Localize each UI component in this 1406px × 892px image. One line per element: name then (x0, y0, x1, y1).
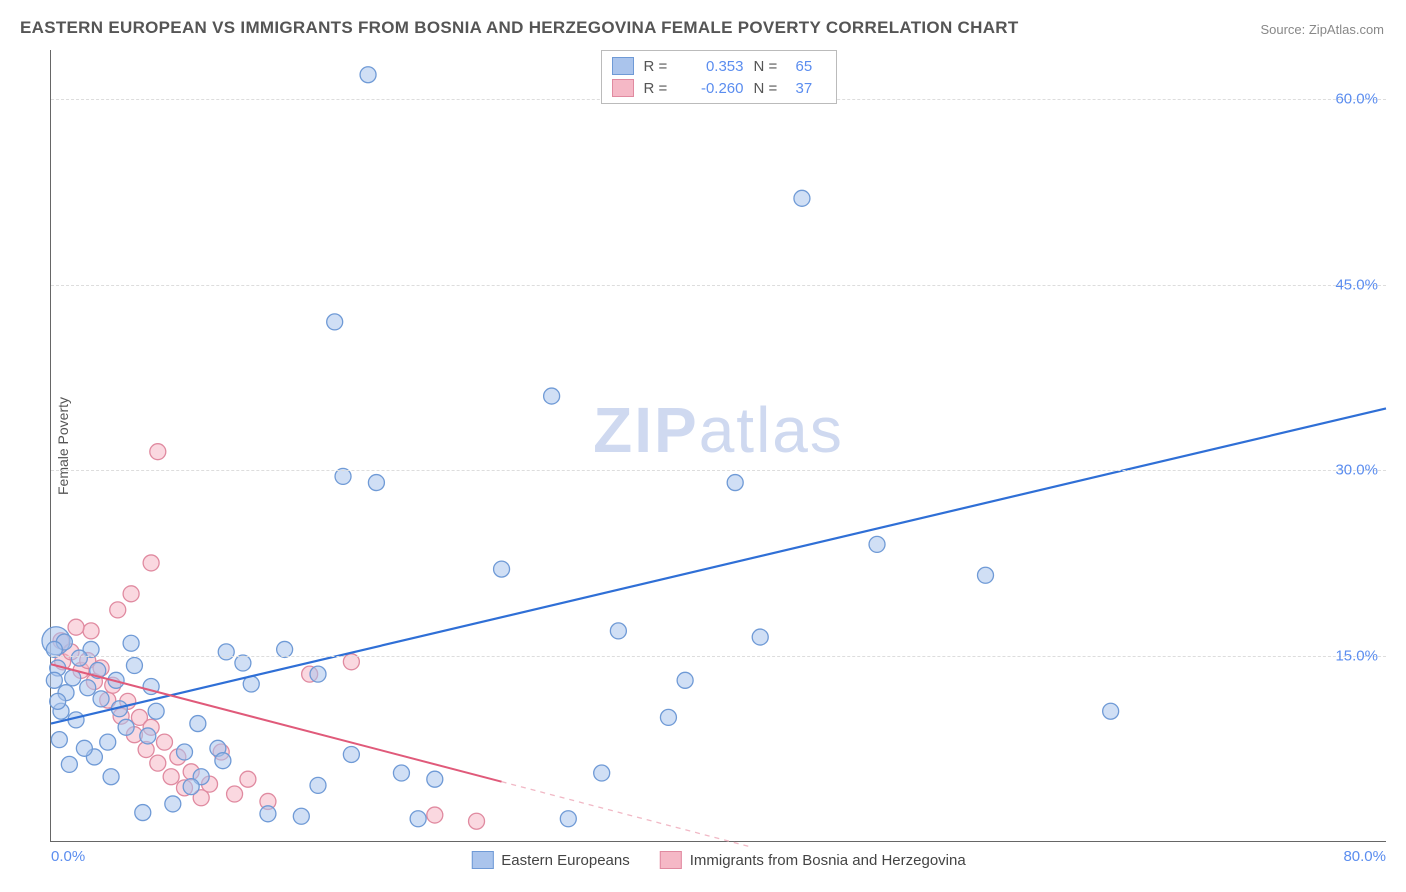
legend-n-value-1: 37 (796, 80, 826, 97)
y-tick-label: 60.0% (1335, 91, 1378, 108)
x-tick-label: 0.0% (51, 848, 85, 865)
series-legend: Eastern Europeans Immigrants from Bosnia… (471, 851, 965, 869)
source-label: Source: ZipAtlas.com (1260, 22, 1384, 37)
y-tick-label: 30.0% (1335, 462, 1378, 479)
legend-swatch-bottom-1 (660, 851, 682, 869)
legend-row-series-1: R = -0.260 N = 37 (612, 77, 826, 99)
scatter-plot (51, 50, 1386, 841)
x-tick-label: 80.0% (1343, 848, 1386, 865)
legend-r-value-1: -0.260 (686, 80, 744, 97)
legend-r-label: R = (644, 80, 676, 97)
legend-label-0: Eastern Europeans (501, 852, 629, 869)
legend-label-1: Immigrants from Bosnia and Herzegovina (690, 852, 966, 869)
y-tick-label: 45.0% (1335, 276, 1378, 293)
legend-r-label: R = (644, 58, 676, 75)
legend-row-series-0: R = 0.353 N = 65 (612, 55, 826, 77)
legend-swatch-0 (612, 57, 634, 75)
legend-n-label: N = (754, 58, 786, 75)
legend-r-value-0: 0.353 (686, 58, 744, 75)
chart-title: EASTERN EUROPEAN VS IMMIGRANTS FROM BOSN… (20, 18, 1019, 38)
legend-n-label: N = (754, 80, 786, 97)
chart-area: ZIPatlas R = 0.353 N = 65 R = -0.260 N =… (50, 50, 1386, 842)
legend-item-1: Immigrants from Bosnia and Herzegovina (660, 851, 966, 869)
legend-n-value-0: 65 (796, 58, 826, 75)
y-tick-label: 15.0% (1335, 647, 1378, 664)
correlation-legend: R = 0.353 N = 65 R = -0.260 N = 37 (601, 50, 837, 104)
legend-swatch-1 (612, 79, 634, 97)
legend-item-0: Eastern Europeans (471, 851, 629, 869)
legend-swatch-bottom-0 (471, 851, 493, 869)
